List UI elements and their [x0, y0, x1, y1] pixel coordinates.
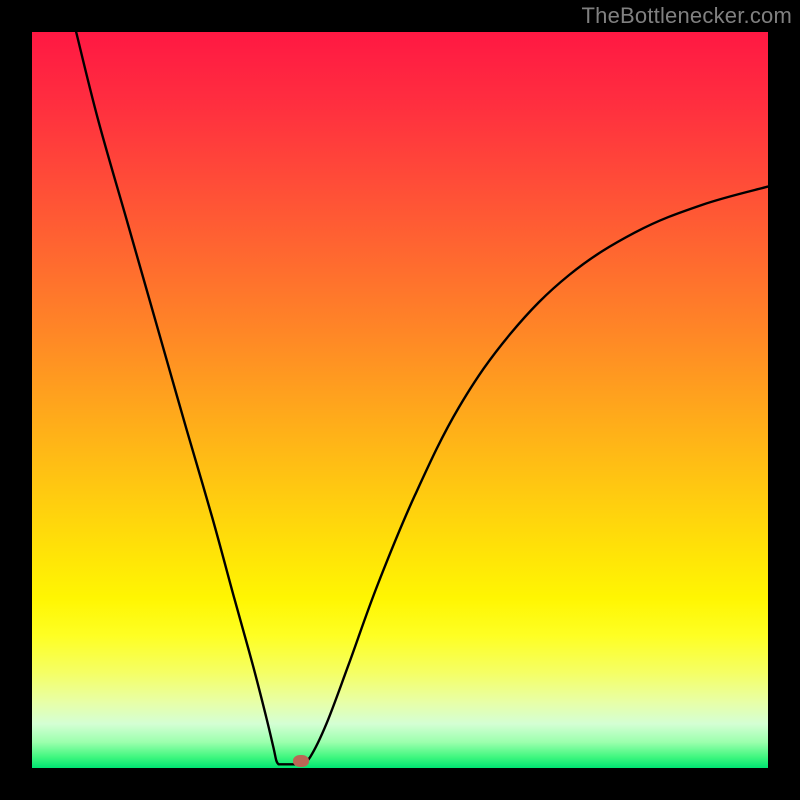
optimal-point-marker	[293, 755, 309, 767]
chart-frame: TheBottlenecker.com	[0, 0, 800, 800]
watermark-label: TheBottlenecker.com	[582, 3, 792, 29]
plot-area	[32, 32, 768, 768]
bottleneck-curve	[32, 32, 768, 768]
